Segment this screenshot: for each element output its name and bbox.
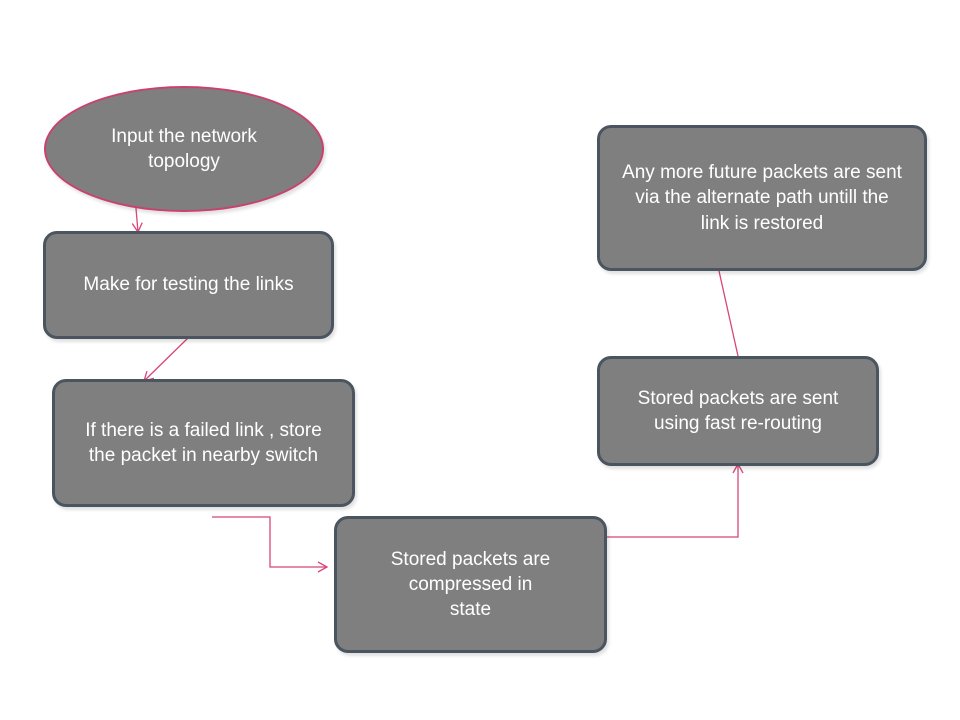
node-input-topology: Input the network topology bbox=[44, 86, 324, 212]
node-fast-reroute: Stored packets are sent using fast re-ro… bbox=[597, 356, 879, 466]
node-input-topology-label: Input the network topology bbox=[111, 125, 257, 172]
node-future-packets: Any more future packets are sent via the… bbox=[597, 125, 927, 271]
edge-testing-to-failed bbox=[143, 337, 189, 382]
node-future-packets-label: Any more future packets are sent via the… bbox=[622, 162, 902, 234]
edge-compressed-to-fastreroute bbox=[585, 462, 744, 538]
node-failed-link-label: If there is a failed link , store the pa… bbox=[85, 419, 322, 466]
node-testing-links-label: Make for testing the links bbox=[83, 274, 294, 296]
node-fast-reroute-label: Stored packets are sent using fast re-ro… bbox=[637, 387, 839, 434]
edge-failed-to-compressed bbox=[212, 516, 329, 573]
node-testing-links: Make for testing the links bbox=[43, 231, 334, 339]
node-failed-link: If there is a failed link , store the pa… bbox=[52, 379, 355, 507]
node-compressed: Stored packets are compressed in state bbox=[334, 516, 607, 653]
node-compressed-label: Stored packets are compressed in state bbox=[390, 548, 551, 621]
